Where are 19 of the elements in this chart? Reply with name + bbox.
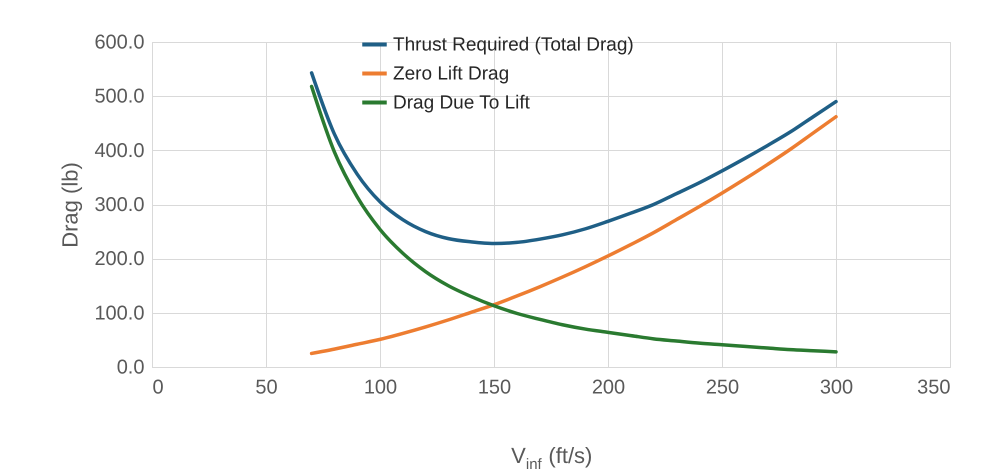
y-tick-label: 300.0 [94, 194, 144, 216]
y-tick-label: 100.0 [94, 302, 144, 324]
y-tick-label: 200.0 [94, 248, 144, 270]
legend-label: Drag Due To Lift [393, 92, 531, 114]
x-tick-label: 300 [820, 376, 854, 398]
x-tick-label: 350 [917, 376, 950, 398]
y-axis-title: Drag (lb) [57, 162, 82, 248]
x-tick-label: 0 [152, 376, 164, 398]
y-tick-label: 0.0 [116, 356, 144, 378]
x-tick-label: 50 [255, 376, 278, 398]
y-tick-label: 600.0 [94, 32, 144, 54]
y-tick-label: 500.0 [94, 86, 144, 108]
legend-label: Thrust Required (Total Drag) [393, 34, 634, 56]
x-tick-label: 200 [592, 376, 626, 398]
legend-label: Zero Lift Drag [393, 64, 510, 84]
y-tick-label: 400.0 [94, 140, 144, 162]
x-tick-label: 250 [706, 376, 740, 398]
x-tick-label: 100 [364, 376, 398, 398]
x-tick-label: 150 [478, 376, 512, 398]
